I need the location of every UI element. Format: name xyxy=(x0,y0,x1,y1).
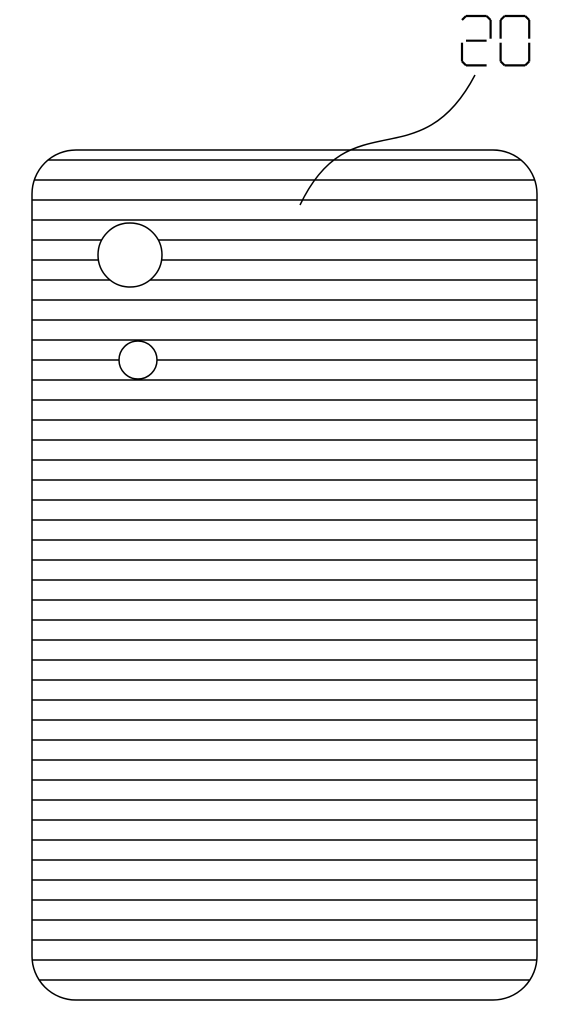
patent-figure xyxy=(0,0,569,1023)
leader-line xyxy=(300,75,475,205)
hole-outline-1 xyxy=(119,341,157,379)
reference-label xyxy=(462,16,529,65)
hatch-fill xyxy=(27,160,542,980)
hole-outline-0 xyxy=(98,223,162,287)
